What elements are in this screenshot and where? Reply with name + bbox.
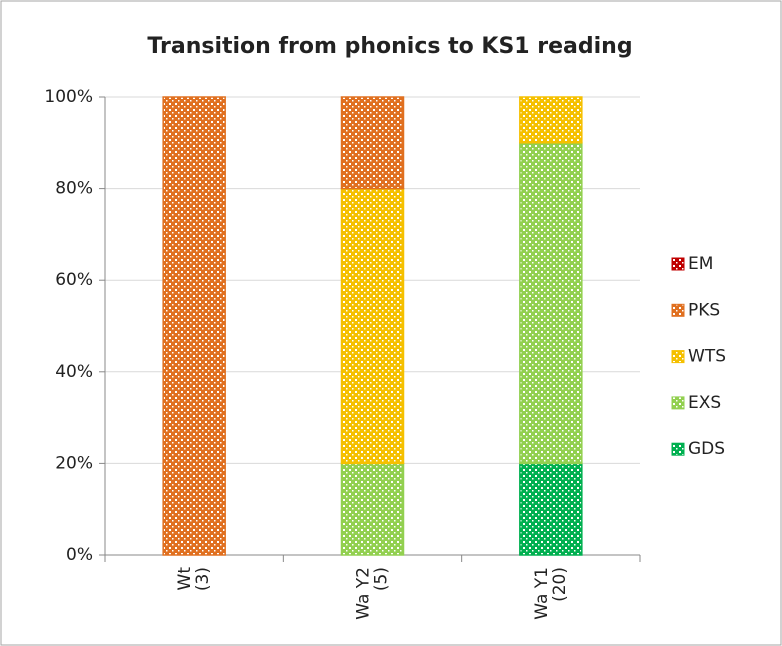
y-tick-label: 60% <box>55 270 93 290</box>
legend-label: PKS <box>688 300 720 320</box>
bar-segment <box>340 462 405 556</box>
bar-segment <box>162 96 226 556</box>
bar-segment <box>340 187 405 465</box>
x-tick-label: Wt <box>175 567 195 591</box>
legend-label: EXS <box>688 393 721 413</box>
chart-title: Transition from phonics to KS1 reading <box>147 34 632 59</box>
bar-segment <box>519 142 583 465</box>
legend-swatch <box>671 257 685 271</box>
legend-swatch <box>671 350 685 364</box>
bar-segment <box>519 96 583 144</box>
legend-label: GDS <box>688 439 725 459</box>
legend-label: WTS <box>688 347 726 367</box>
bar-segment <box>519 462 583 556</box>
x-tick-label: (5) <box>372 567 392 591</box>
y-tick-label: 40% <box>55 362 93 382</box>
y-tick-label: 80% <box>55 179 93 199</box>
y-tick-label: 100% <box>44 87 93 107</box>
y-tick-label: 20% <box>55 453 93 473</box>
legend-swatch <box>671 442 685 456</box>
legend-swatch <box>671 396 685 410</box>
legend-swatch <box>671 303 685 317</box>
bar-segment <box>340 96 405 190</box>
x-tick-label: (3) <box>193 567 213 591</box>
x-tick-label: Wa Y2 <box>354 567 374 620</box>
x-tick-label: Wa Y1 <box>532 567 552 620</box>
y-tick-label: 0% <box>66 545 93 565</box>
legend-label: EM <box>688 254 713 274</box>
x-tick-label: (20) <box>550 567 570 602</box>
